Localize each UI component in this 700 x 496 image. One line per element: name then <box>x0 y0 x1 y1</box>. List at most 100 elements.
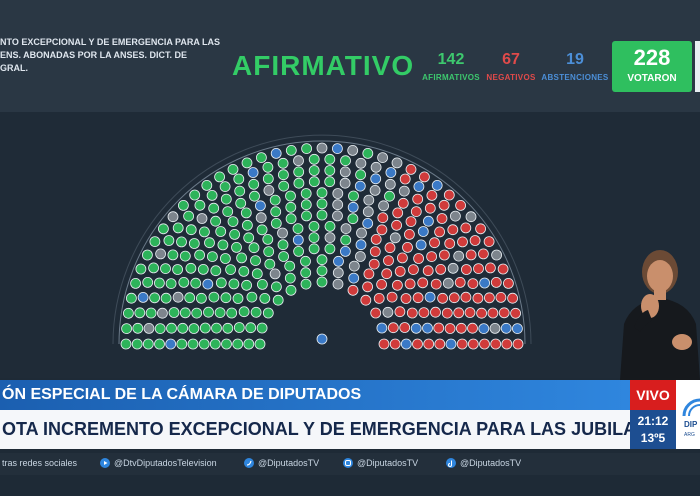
seat <box>172 291 184 303</box>
motion-line: ENS. ABONADAS POR LA ANSES. DICT. DE <box>0 50 188 60</box>
seat <box>157 223 169 235</box>
seat <box>495 291 507 303</box>
seat <box>285 201 297 213</box>
seat <box>460 264 472 275</box>
instagram-icon <box>343 458 353 468</box>
headline-text: OTA INCREMENTO EXCEPCIONAL Y DE EMERGENC… <box>2 419 630 439</box>
seat <box>430 306 441 318</box>
social-item-youtube[interactable]: @DtvDiputadosTelevision <box>100 458 217 468</box>
seat <box>190 277 202 289</box>
seat <box>405 164 417 175</box>
seat <box>176 338 188 350</box>
seat <box>437 292 449 304</box>
seat <box>208 202 220 214</box>
seat <box>347 201 359 213</box>
seat <box>270 281 282 293</box>
seat <box>473 263 484 275</box>
seat <box>256 322 268 334</box>
seat <box>392 207 404 219</box>
seat <box>194 249 206 261</box>
seat <box>445 338 457 350</box>
social-item-instagram[interactable]: @DiputadosTV <box>343 458 418 468</box>
seat <box>214 171 226 183</box>
seat <box>233 173 245 185</box>
seat <box>277 157 289 169</box>
seat <box>154 338 165 350</box>
seat <box>241 157 253 169</box>
seat <box>332 188 344 199</box>
seat <box>198 226 210 238</box>
seat <box>412 338 423 350</box>
seat <box>248 178 260 190</box>
seat <box>483 292 495 304</box>
seat <box>479 338 490 350</box>
seat <box>378 200 390 212</box>
seat <box>455 322 467 334</box>
seat <box>149 236 161 248</box>
seat <box>391 279 403 291</box>
seat <box>221 338 232 350</box>
seat <box>417 226 429 237</box>
ticker-lead: tras redes sociales <box>2 458 78 468</box>
seat <box>141 249 153 261</box>
seat <box>475 223 487 235</box>
seat <box>476 307 488 319</box>
vote-result-bar: NTO EXCEPCIONAL Y DE EMERGENCIA PARA LAS… <box>0 0 700 112</box>
seat <box>460 222 472 234</box>
seat <box>376 322 388 334</box>
seat <box>438 199 450 211</box>
seat <box>490 276 502 288</box>
seat <box>455 200 467 211</box>
seat <box>316 142 328 154</box>
seat <box>270 218 282 229</box>
seat <box>262 161 274 173</box>
seat <box>263 185 275 196</box>
seat <box>316 187 328 199</box>
seat <box>348 190 359 202</box>
seat <box>217 239 229 251</box>
seat <box>210 265 222 277</box>
total-votes-box: 228 VOTARON <box>612 41 692 92</box>
seat <box>130 277 142 289</box>
seat <box>263 246 275 258</box>
seat <box>377 212 389 224</box>
seat <box>477 248 489 260</box>
seat <box>339 166 351 178</box>
seat <box>460 291 472 303</box>
seat <box>422 265 434 277</box>
seat <box>196 213 208 224</box>
seat <box>300 267 312 279</box>
seat <box>293 177 305 189</box>
seat <box>469 235 481 246</box>
social-item-twitter[interactable]: @DiputadosTV <box>244 458 319 468</box>
seat <box>407 264 419 276</box>
seat <box>131 338 143 350</box>
seat <box>363 268 375 280</box>
seat <box>292 234 304 246</box>
seat <box>225 264 237 276</box>
seat <box>163 235 175 246</box>
seat <box>197 263 209 275</box>
seat <box>423 338 435 350</box>
seat <box>142 338 154 350</box>
seat <box>418 307 430 319</box>
seat <box>160 292 172 304</box>
logo-subtext: ARG <box>684 432 695 438</box>
seat <box>456 338 468 350</box>
seat <box>324 153 336 165</box>
social-item-tiktok[interactable]: @DiputadosTV <box>446 458 521 468</box>
afirmativos-label: AFIRMATIVOS <box>422 73 480 82</box>
seat <box>214 307 226 319</box>
seat <box>233 322 245 333</box>
seat <box>198 338 210 350</box>
seat <box>340 234 352 246</box>
seat <box>396 252 408 264</box>
seat <box>222 206 234 217</box>
seat <box>510 307 521 319</box>
seat <box>383 255 394 267</box>
vote-result: AFIRMATIVO <box>232 50 415 81</box>
seat <box>386 291 398 303</box>
temperature: 13º5 <box>640 431 666 445</box>
seat <box>204 237 215 249</box>
seat <box>120 338 132 350</box>
